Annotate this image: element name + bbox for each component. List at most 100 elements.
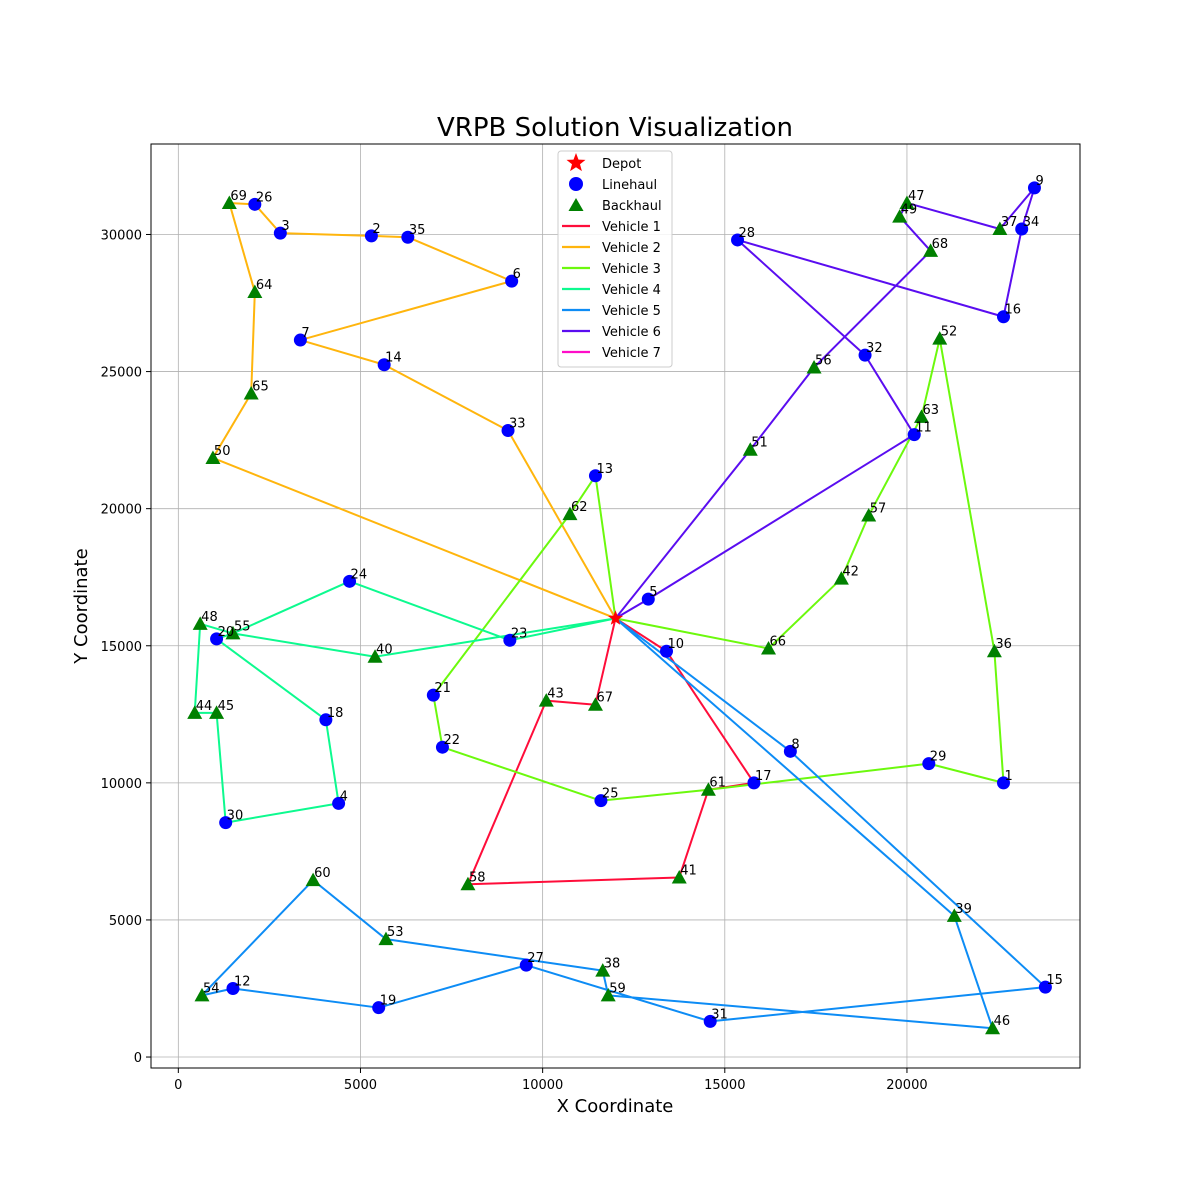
node-label-33: 33 (509, 417, 526, 432)
node-label-54: 54 (203, 981, 220, 996)
legend-label-vehicle-7: Vehicle 7 (602, 346, 661, 361)
legend-label-vehicle-4: Vehicle 4 (602, 283, 661, 298)
route-vehicle-2 (211, 201, 617, 620)
y-tick-label: 15000 (101, 640, 142, 655)
x-tick-label: 10000 (522, 1078, 563, 1093)
node-label-38: 38 (604, 957, 621, 972)
node-label-66: 66 (770, 634, 787, 649)
backhaul-node-36 (986, 643, 1002, 658)
y-tick-label: 10000 (101, 777, 142, 792)
node-label-34: 34 (1023, 215, 1040, 230)
linehaul-node-5 (641, 592, 655, 606)
node-label-17: 17 (755, 769, 772, 784)
backhaul-node-49 (892, 209, 908, 223)
backhaul-node-51 (742, 442, 758, 456)
backhaul-node-65 (243, 386, 259, 400)
linehaul-node-35 (401, 230, 415, 244)
backhaul-node-42 (833, 571, 849, 585)
node-label-56: 56 (815, 353, 832, 368)
linehaul-node-12 (226, 981, 240, 995)
linehaul-node-7 (293, 333, 307, 347)
node-label-28: 28 (739, 226, 756, 241)
node-label-55: 55 (234, 619, 251, 634)
nodes (187, 181, 1052, 1035)
linehaul-node-32 (858, 348, 872, 362)
node-label-21: 21 (434, 681, 451, 696)
linehaul-node-22 (435, 740, 449, 754)
linehaul-node-6 (505, 274, 519, 288)
y-tick-label: 5000 (109, 914, 142, 929)
node-label-67: 67 (596, 691, 613, 706)
linehaul-node-27 (519, 958, 533, 972)
backhaul-node-50 (205, 450, 221, 464)
node-label-52: 52 (941, 325, 958, 340)
x-tick-label: 0 (174, 1078, 182, 1093)
node-label-16: 16 (1004, 303, 1021, 318)
x-tick-label: 5000 (344, 1078, 377, 1093)
backhaul-node-39 (946, 908, 962, 922)
legend-label-vehicle-6: Vehicle 6 (602, 325, 661, 340)
backhaul-node-40 (367, 649, 383, 663)
node-label-47: 47 (908, 189, 925, 204)
backhaul-node-63 (914, 409, 930, 423)
linehaul-node-20 (210, 632, 224, 646)
node-label-49: 49 (901, 203, 918, 218)
linehaul-node-29 (922, 757, 936, 771)
node-label-36: 36 (995, 637, 1012, 652)
linehaul-node-30 (219, 816, 233, 830)
node-label-39: 39 (955, 902, 972, 917)
linehaul-node-1 (996, 776, 1010, 790)
node-label-51: 51 (751, 436, 768, 451)
node-label-59: 59 (609, 981, 626, 996)
linehaul-node-33 (501, 424, 515, 438)
node-label-42: 42 (842, 565, 859, 580)
node-label-6: 6 (513, 267, 521, 282)
x-tick-label: 15000 (704, 1078, 745, 1093)
linehaul-node-31 (703, 1014, 717, 1028)
linehaul-node-10 (660, 644, 674, 658)
linehaul-node-8 (783, 744, 797, 758)
node-label-53: 53 (387, 925, 404, 940)
node-label-9: 9 (1035, 174, 1043, 189)
backhaul-node-46 (985, 1020, 1001, 1035)
plot-frame (150, 143, 1081, 1069)
legend-marker-linehaul (569, 177, 583, 191)
backhaul-node-60 (305, 872, 321, 887)
legend-label-vehicle-3: Vehicle 3 (602, 262, 661, 277)
node-label-50: 50 (214, 444, 231, 459)
linehaul-node-28 (731, 233, 745, 247)
linehaul-node-21 (426, 688, 440, 702)
node-label-61: 61 (709, 776, 726, 791)
node-label-35: 35 (409, 223, 426, 238)
backhaul-node-57 (861, 508, 877, 522)
node-label-64: 64 (256, 278, 273, 293)
backhaul-node-67 (587, 697, 603, 711)
linehaul-node-3 (273, 226, 287, 240)
backhaul-node-53 (378, 931, 394, 946)
legend: Depot Linehaul Backhaul Vehicle 1 Vehicle 2 V… (557, 150, 673, 368)
y-tick-label: 30000 (101, 228, 142, 243)
backhaul-node-66 (761, 640, 777, 655)
node-label-3: 3 (281, 219, 289, 234)
axes: 0 5000 10000 15000 20000 0 5000 10000 15000 20000… (101, 228, 928, 1093)
route-vehicle-4 (193, 580, 616, 824)
backhaul-node-47 (899, 195, 915, 209)
linehaul-node-16 (996, 310, 1010, 324)
node-label-14: 14 (385, 351, 402, 366)
node-label-23: 23 (511, 626, 528, 641)
linehaul-node-2 (364, 229, 378, 243)
backhaul-node-45 (209, 705, 225, 719)
backhaul-node-38 (595, 963, 611, 977)
node-label-46: 46 (994, 1014, 1011, 1029)
backhaul-node-59 (600, 987, 616, 1002)
node-label-27: 27 (527, 951, 544, 966)
y-tick-label: 20000 (101, 503, 142, 518)
node-label-41: 41 (680, 863, 697, 878)
node-label-60: 60 (314, 866, 331, 881)
x-axis-label: X Coordinate (557, 1096, 674, 1117)
backhaul-node-41 (671, 869, 687, 884)
linehaul-node-4 (332, 796, 346, 810)
legend-label-vehicle-5: Vehicle 5 (602, 304, 661, 319)
node-label-25: 25 (602, 787, 619, 802)
backhaul-node-48 (192, 616, 208, 630)
